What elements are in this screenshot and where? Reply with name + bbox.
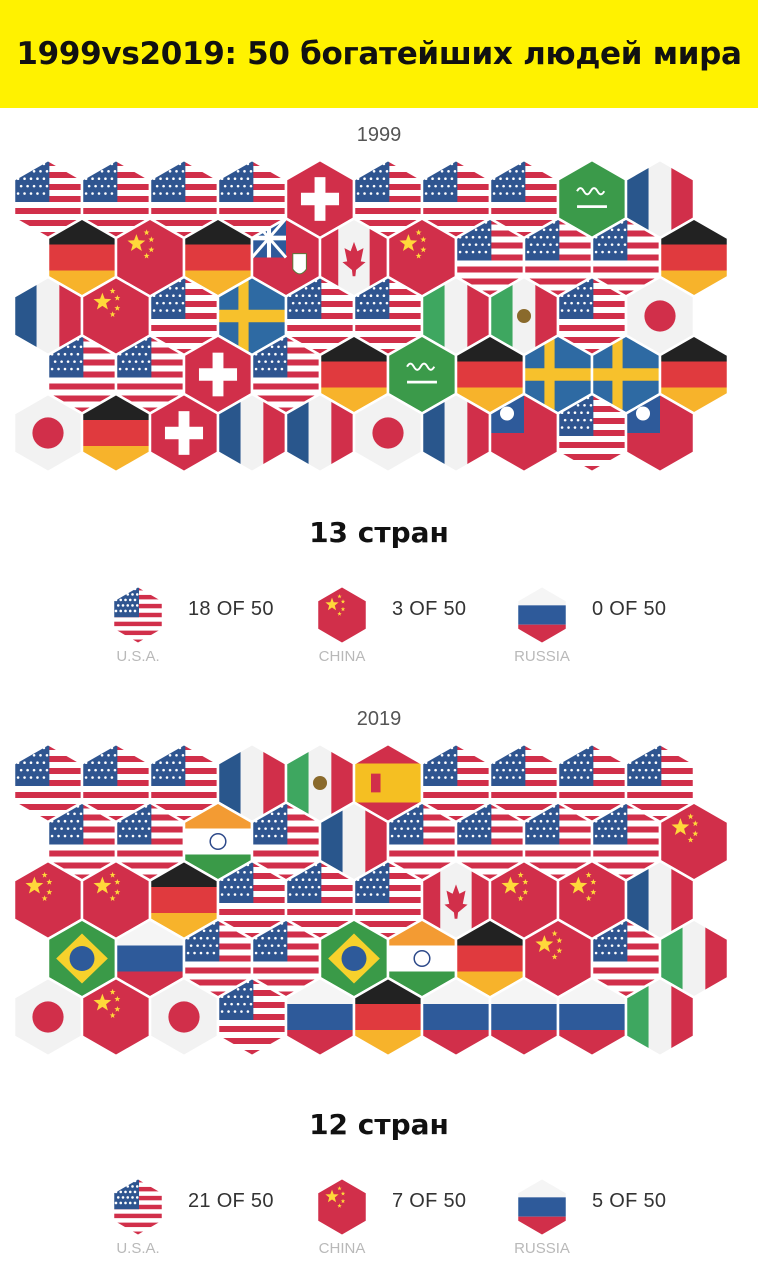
hex-flag-switzerland <box>148 392 220 474</box>
legend-item-china: 3 OF 50 CHINA <box>312 586 552 686</box>
legend-country-name: CHINA <box>318 648 366 665</box>
hex-flag-usa <box>556 275 628 357</box>
hex-flag-france <box>12 275 84 357</box>
legend-value: 3 OF 50 <box>392 598 467 620</box>
hex-flag-grid-2019 <box>12 742 730 1058</box>
legend-country-name: U.S.A. <box>116 648 160 665</box>
legend-value: 18 OF 50 <box>188 598 274 620</box>
legend-flag-icon <box>315 1178 369 1238</box>
legend-flag-icon <box>111 586 165 646</box>
hex-flag-grid-1999 <box>12 158 730 474</box>
country-count-1999: 13 стран <box>309 516 449 549</box>
legend-flag-icon <box>515 1178 569 1238</box>
hex-flag-japan <box>352 392 424 474</box>
legend-1999: 18 OF 50 U.S.A. 3 OF 50 CHINA 0 OF 50 RUSSIA <box>0 586 758 686</box>
hex-flag-usa <box>46 334 118 415</box>
hex-flag-italy <box>658 918 730 999</box>
hex-flag-canada <box>318 217 390 298</box>
hex-flag-usa <box>111 586 165 646</box>
legend-country-name: RUSSIA <box>514 1240 570 1257</box>
hex-flag-france <box>420 392 492 474</box>
hex-flag-usa <box>46 801 118 882</box>
legend-item-russia: 0 OF 50 RUSSIA <box>512 586 752 686</box>
hex-flag-russia <box>515 586 569 646</box>
hex-flag-usa <box>590 801 662 882</box>
hex-flag-usa <box>216 976 288 1058</box>
legend-flag-icon <box>315 586 369 646</box>
hex-flag-china <box>315 1178 369 1238</box>
legend-value: 5 OF 50 <box>592 1190 667 1212</box>
legend-country-name: CHINA <box>318 1240 366 1257</box>
hex-flag-russia <box>420 976 492 1058</box>
hex-flag-usa <box>284 275 356 357</box>
hex-flag-france <box>624 859 696 941</box>
hex-flag-italy <box>624 976 696 1058</box>
legend-flag-icon <box>111 1178 165 1238</box>
year-label-1999: 1999 <box>356 124 402 146</box>
hex-flag-usa <box>454 801 526 882</box>
legend-flag-icon <box>515 586 569 646</box>
page-title: 1999vs2019: 50 богатейших людей мира <box>16 36 742 72</box>
legend-item-russia: 5 OF 50 RUSSIA <box>512 1178 752 1278</box>
hex-flag-usa <box>284 859 356 941</box>
hex-flag-russia <box>515 1178 569 1238</box>
legend-country-name: RUSSIA <box>514 648 570 665</box>
legend-item-usa: 18 OF 50 U.S.A. <box>108 586 348 686</box>
hex-flag-usa <box>488 742 560 824</box>
hex-flag-usa <box>386 801 458 882</box>
hex-flag-usa <box>114 334 186 415</box>
country-count-2019: 12 стран <box>309 1108 449 1141</box>
title-banner: 1999vs2019: 50 богатейших людей мира <box>0 0 758 108</box>
hex-flag-usa <box>111 1178 165 1238</box>
hex-flag-usa <box>250 334 322 415</box>
hex-flag-usa <box>590 217 662 298</box>
hex-flag-japan <box>148 976 220 1058</box>
hex-flag-china <box>315 586 369 646</box>
hex-flag-france <box>216 392 288 474</box>
hex-flag-japan <box>12 976 84 1058</box>
legend-value: 7 OF 50 <box>392 1190 467 1212</box>
legend-country-name: U.S.A. <box>116 1240 160 1257</box>
hex-flag-usa <box>12 742 84 824</box>
legend-item-usa: 21 OF 50 U.S.A. <box>108 1178 348 1278</box>
hex-flag-china <box>80 976 152 1058</box>
legend-value: 0 OF 50 <box>592 598 667 620</box>
legend-2019: 21 OF 50 U.S.A. 7 OF 50 CHINA 5 OF 50 RUSSIA <box>0 1178 758 1278</box>
hex-flag-usa <box>352 158 424 240</box>
hex-flag-usa <box>556 392 628 474</box>
legend-value: 21 OF 50 <box>188 1190 274 1212</box>
year-label-2019: 2019 <box>356 708 402 730</box>
hex-flag-usa <box>624 742 696 824</box>
legend-item-china: 7 OF 50 CHINA <box>312 1178 552 1278</box>
hex-flag-italy <box>420 275 492 357</box>
